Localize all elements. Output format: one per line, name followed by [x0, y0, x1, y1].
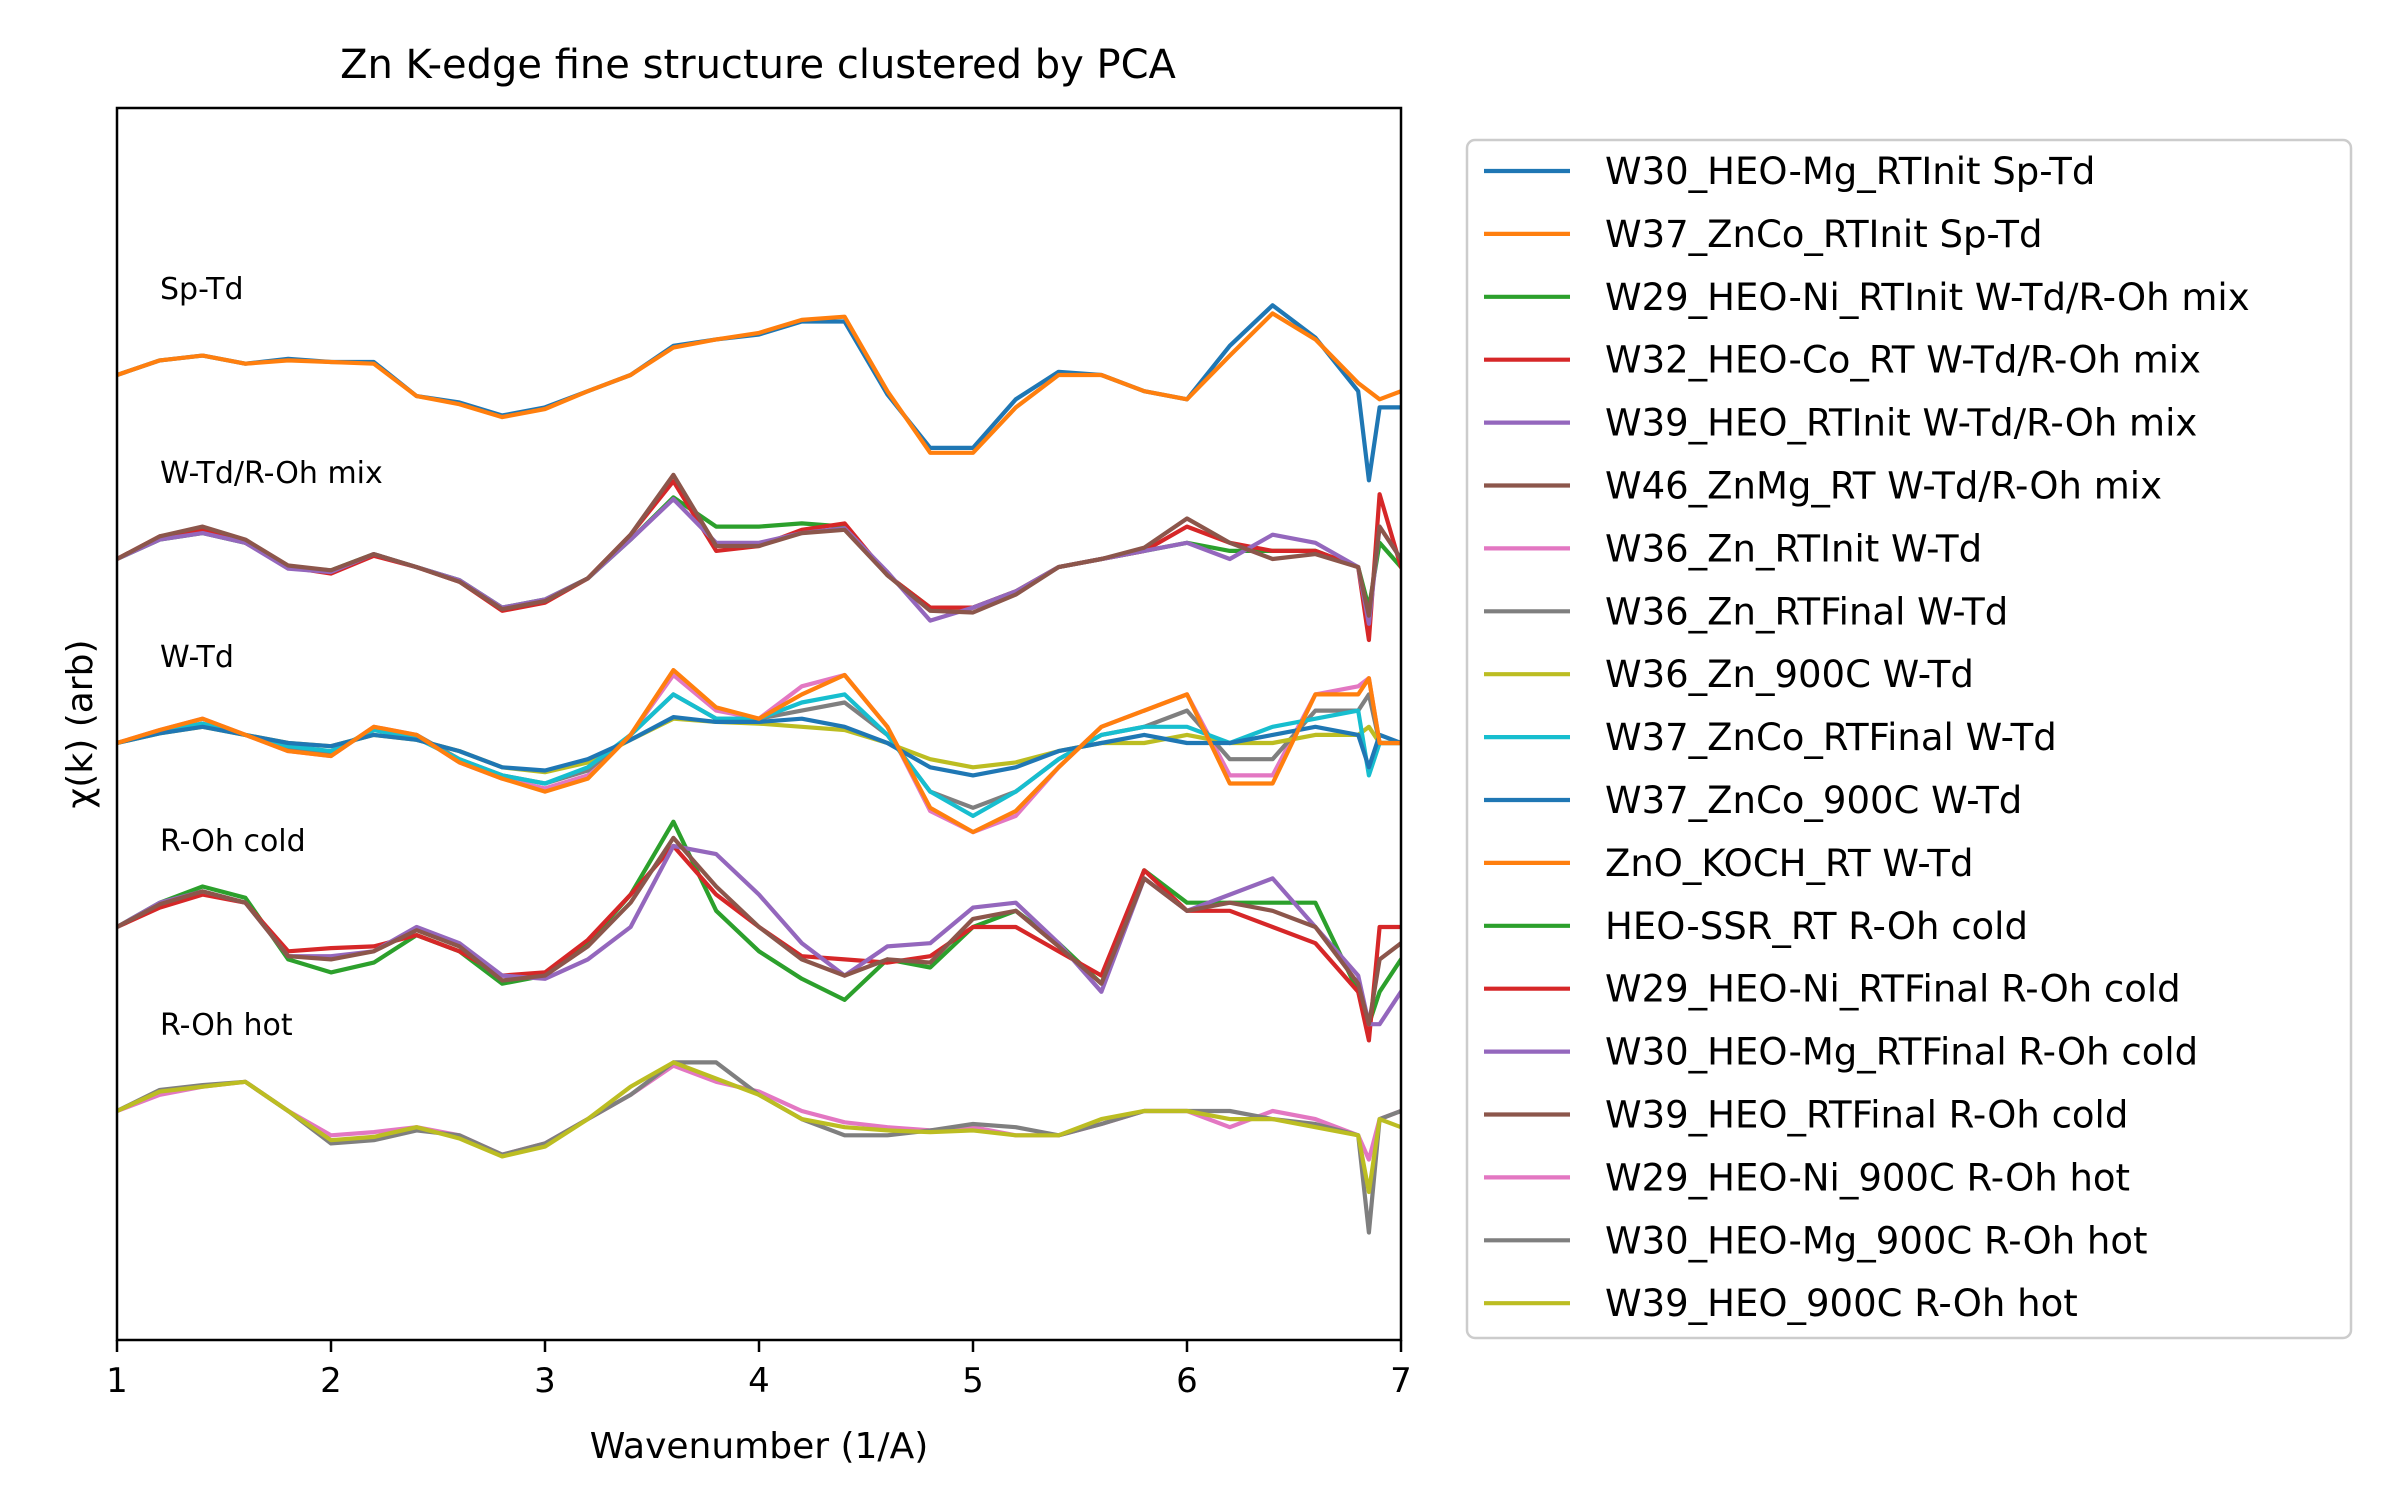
- series-line-14: [117, 843, 1401, 1043]
- series-line-8: [117, 692, 1401, 810]
- legend-entry: W36_Zn_RTInit W-Td: [1605, 527, 1982, 570]
- legend-entry: W46_ZnMg_RT W-Td/R-Oh mix: [1605, 465, 2162, 508]
- series-line-2: [117, 311, 1401, 455]
- x-tick-label: 7: [1390, 1361, 1412, 1401]
- group-labels: Sp-Td W-Td/R-Oh mix W-Td R-Oh cold R-Oh hot: [160, 272, 383, 1043]
- series-line-4: [117, 479, 1401, 643]
- legend-entry: W36_Zn_900C W-Td: [1605, 653, 1974, 696]
- legend-entry: W37_ZnCo_RTInit Sp-Td: [1605, 213, 2042, 256]
- series-line-16: [117, 835, 1401, 1027]
- legend-entry: W37_ZnCo_RTFinal W-Td: [1605, 716, 2057, 759]
- legend-entry: W30_HEO-Mg_RTFinal R-Oh cold: [1605, 1031, 2198, 1074]
- legend-entry: W30_HEO-Mg_900C R-Oh hot: [1605, 1219, 2148, 1262]
- legend-entry: W39_HEO_900C R-Oh hot: [1605, 1282, 2078, 1325]
- legend-entry: W39_HEO_RTInit W-Td/R-Oh mix: [1605, 402, 2197, 445]
- series-line-13: [117, 819, 1401, 1027]
- x-axis: 1 2 3 4 5 6 7: [106, 1340, 1412, 1401]
- group-label: W-Td: [160, 640, 234, 675]
- series-line-18: [117, 1060, 1401, 1235]
- x-tick-label: 6: [1176, 1361, 1198, 1401]
- legend-frame: [1465, 138, 2353, 1340]
- legend-entry: W32_HEO-Co_RT W-Td/R-Oh mix: [1605, 339, 2201, 382]
- x-tick-label: 1: [106, 1361, 128, 1401]
- series-line-12: [117, 667, 1401, 835]
- legend-entry: W37_ZnCo_900C W-Td: [1605, 779, 2022, 822]
- legend-entry: W30_HEO-Mg_RTInit Sp-Td: [1605, 150, 2095, 193]
- legend-entry: W29_HEO-Ni_900C R-Oh hot: [1605, 1156, 2130, 1199]
- legend-entry: ZnO_KOCH_RT W-Td: [1605, 842, 1973, 885]
- group-label: R-Oh cold: [160, 824, 306, 859]
- legend-entry: W29_HEO-Ni_RTInit W-Td/R-Oh mix: [1605, 276, 2250, 319]
- x-tick-label: 5: [962, 1361, 984, 1401]
- series-line-19: [117, 1060, 1401, 1195]
- x-tick-label: 3: [534, 1361, 556, 1401]
- legend-entry: W36_Zn_RTFinal W-Td: [1605, 590, 2008, 633]
- x-tick-label: 4: [748, 1361, 770, 1401]
- series-line-6: [117, 472, 1401, 618]
- legend-entry: HEO-SSR_RT R-Oh cold: [1605, 905, 2028, 948]
- group-label: W-Td/R-Oh mix: [160, 456, 383, 491]
- chart-title: Zn K-edge fine structure clustered by PC…: [340, 42, 1176, 88]
- legend-entry: W29_HEO-Ni_RTFinal R-Oh cold: [1605, 968, 2181, 1011]
- series-line-11: [117, 714, 1401, 778]
- x-axis-label: Wavenumber (1/A): [590, 1426, 929, 1467]
- series-line-5: [117, 497, 1401, 626]
- legend-entry: W39_HEO_RTFinal R-Oh cold: [1605, 1094, 2128, 1137]
- series-line-15: [117, 843, 1401, 1027]
- legend: W30_HEO-Mg_RTInit Sp-Td W37_ZnCo_RTInit S…: [1465, 138, 2353, 1340]
- y-axis-label: χ(k) (arb): [60, 640, 101, 809]
- group-label: Sp-Td: [160, 272, 244, 307]
- x-tick-label: 2: [320, 1361, 342, 1401]
- plot-area: [117, 303, 1401, 1235]
- group-label: R-Oh hot: [160, 1008, 293, 1043]
